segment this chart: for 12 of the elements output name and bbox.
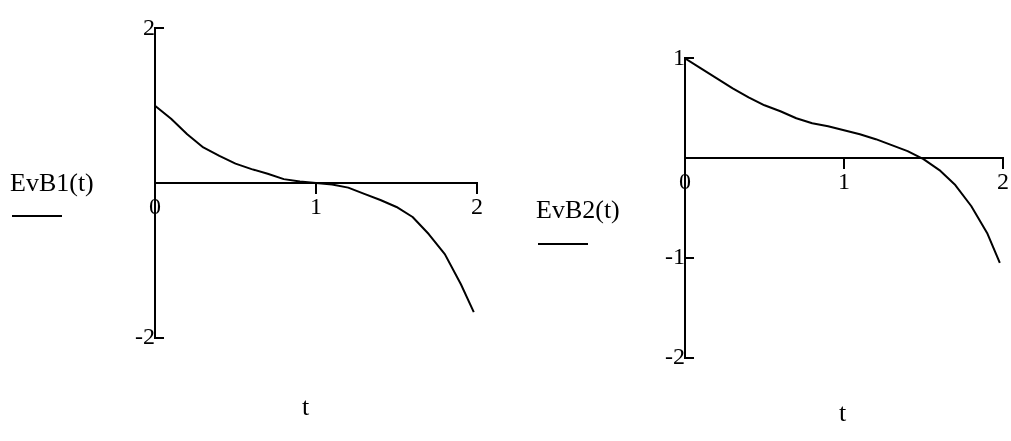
x-tick-label: 1 <box>838 167 850 194</box>
y-tick-label: -2 <box>135 322 155 349</box>
x-axis-title: t <box>839 398 847 428</box>
x-tick-label: 2 <box>997 167 1009 194</box>
y-tick-label: -2 <box>665 342 685 369</box>
x-tick-label: 2 <box>471 192 483 219</box>
x-axis-title: t <box>302 392 310 422</box>
y-axis-title: EvB1(t) <box>10 168 94 198</box>
y-tick-label: -1 <box>665 243 685 270</box>
x-tick-label: 1 <box>310 192 322 219</box>
y-axis-title: EvB2(t) <box>536 195 620 225</box>
y-tick-label: 1 <box>673 43 685 70</box>
